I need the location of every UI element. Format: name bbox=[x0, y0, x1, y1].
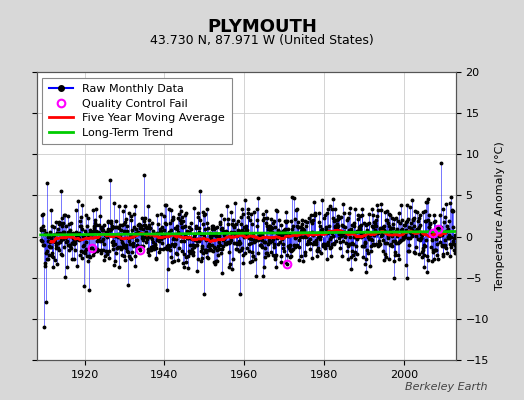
Text: PLYMOUTH: PLYMOUTH bbox=[207, 18, 317, 36]
Legend: Raw Monthly Data, Quality Control Fail, Five Year Moving Average, Long-Term Tren: Raw Monthly Data, Quality Control Fail, … bbox=[42, 78, 232, 144]
Text: 43.730 N, 87.971 W (United States): 43.730 N, 87.971 W (United States) bbox=[150, 34, 374, 47]
Text: Berkeley Earth: Berkeley Earth bbox=[405, 382, 487, 392]
Y-axis label: Temperature Anomaly (°C): Temperature Anomaly (°C) bbox=[495, 142, 505, 290]
